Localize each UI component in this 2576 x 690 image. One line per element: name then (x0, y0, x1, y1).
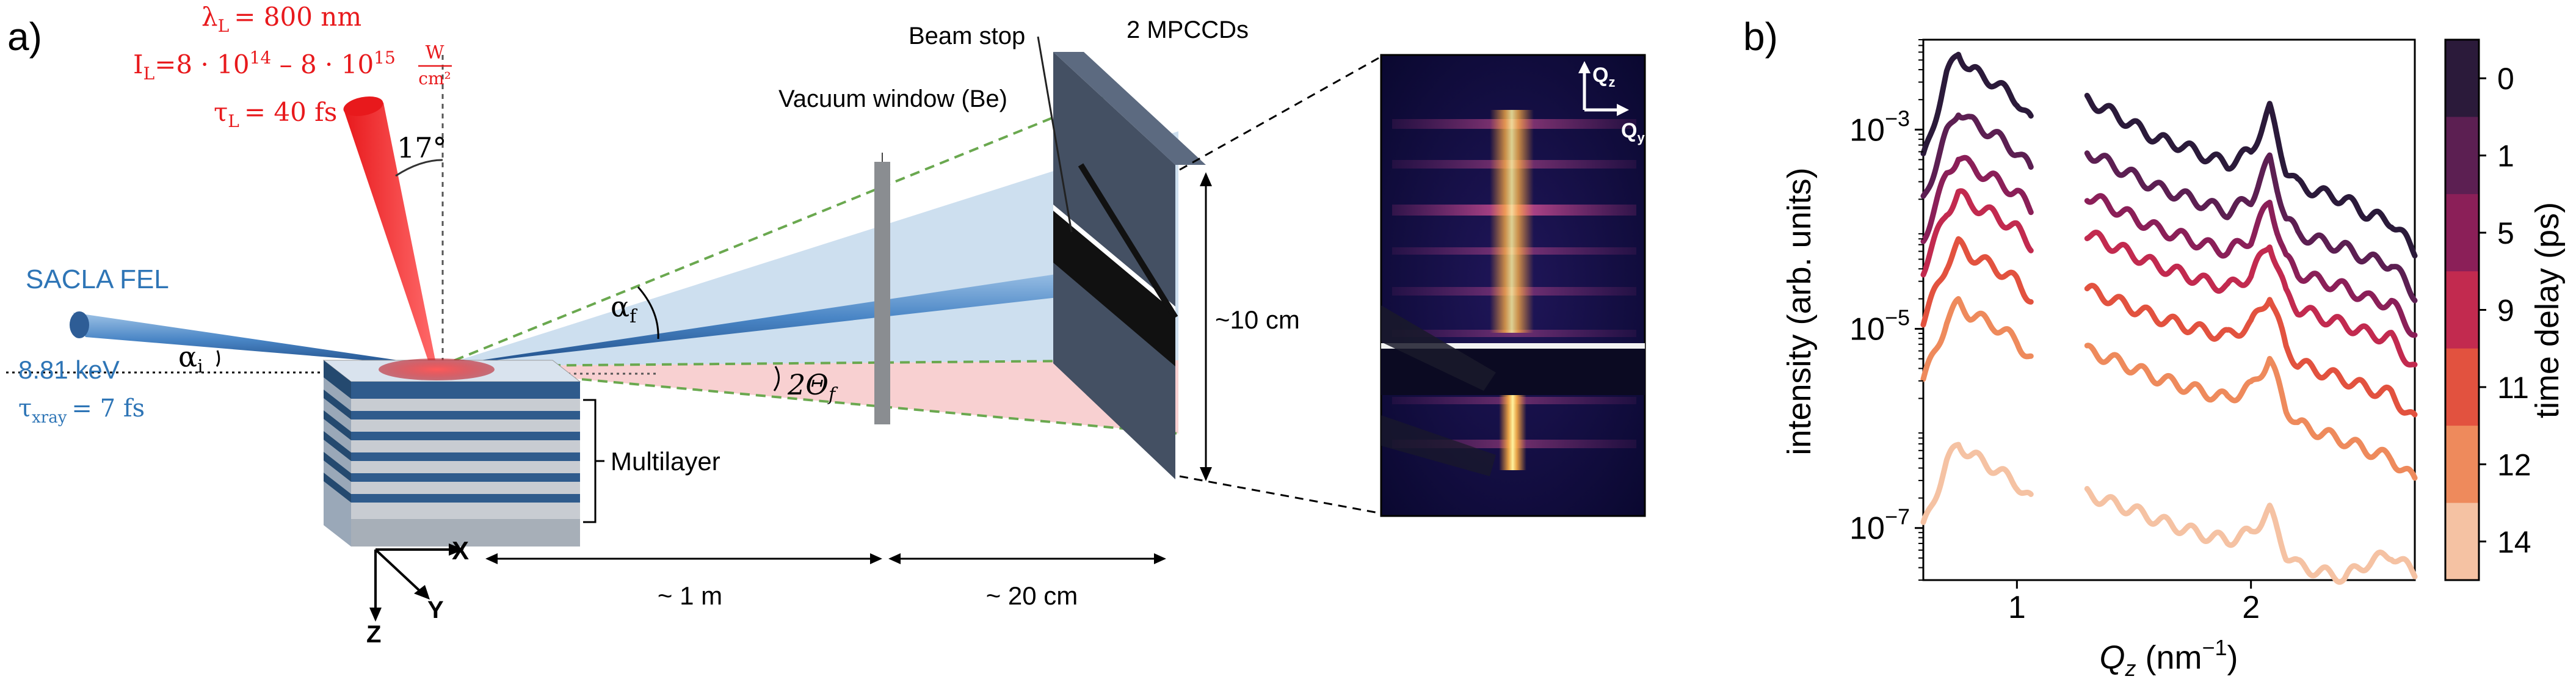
zoom-line-bottom (1179, 475, 1379, 514)
series-line-11-low (1920, 236, 2034, 328)
two-theta-arc (773, 366, 780, 391)
angle-17-arc (395, 159, 443, 177)
mpccd-detectors (1053, 52, 1206, 479)
axis-x-label: X (452, 536, 469, 565)
y-ticks: 10−3 10−5 10−7 (1849, 39, 1923, 581)
colorbar-swatch-0 (2445, 40, 2479, 117)
fel-name: SACLA FEL (26, 264, 169, 294)
multilayer-bracket (583, 399, 604, 523)
inset-qz-label: Qz (1592, 64, 1615, 90)
detector-image-inset: Qz Qy (1380, 54, 1646, 517)
axis-z-label: Z (366, 621, 381, 648)
fel-beam (70, 311, 440, 366)
series-line-12-high (2084, 343, 2418, 481)
y-tick-label: 10−7 (1849, 504, 1910, 547)
series-layer (1920, 51, 2418, 585)
vacuum-window (874, 162, 890, 424)
laser-parameters: λL = 800 nm IL=8 · 1014 – 8 · 1015 W cm² … (133, 2, 452, 131)
laser-intensity: IL=8 · 1014 – 8 · 1015 (133, 48, 396, 84)
colorbar-tick-label: 11 (2497, 371, 2529, 405)
panel-a-label: a) (7, 15, 42, 59)
series-line-5-low (1920, 154, 2034, 244)
plot-frame (1922, 38, 2416, 581)
panel-b-label: b) (1743, 15, 1778, 59)
laser-wavelength: λL = 800 nm (201, 2, 361, 36)
series-line-0-high (2084, 93, 2418, 259)
axis-y-label: Y (427, 597, 444, 623)
colorbar-tick-label: 1 (2497, 139, 2514, 173)
colorbar-tick-label: 0 (2497, 62, 2514, 96)
beam-stop-leader (1037, 36, 1073, 233)
time-delay-colorbar: 0 1 5 9 11 12 14 (2444, 38, 2531, 581)
colorbar-tick-label: 5 (2497, 216, 2514, 250)
multilayer-label: Multilayer (611, 447, 720, 476)
detector-label: 2 MPCCDs (1127, 16, 1249, 43)
y-tick-label: 10−5 (1849, 305, 1910, 347)
colorbar-tick-label: 9 (2497, 294, 2514, 328)
series-line-1-low (1920, 112, 2034, 199)
series-line-9-low (1920, 188, 2034, 278)
distance-arrows (485, 553, 1166, 564)
panel-a: a) λL = 800 nm IL=8 · 1014 – 8 · 1015 W c… (6, 2, 1646, 648)
series-line-1-high (2084, 150, 2418, 303)
y-tick-label: 10−3 (1849, 106, 1910, 148)
coordinate-axes (369, 543, 464, 622)
y-axis-label: intensity (arb. units) (1781, 167, 1818, 455)
distance-2-label: ~ 20 cm (986, 581, 1078, 610)
colorbar-swatch-14 (2445, 503, 2479, 581)
fel-energy: 8.81 keV (18, 355, 120, 384)
inset-qy-label: Qy (1621, 119, 1645, 145)
fel-pulse-duration: τxray = 7 fs (18, 394, 145, 427)
alpha-i-label: αi (178, 340, 203, 377)
optical-laser-beam (343, 96, 437, 368)
series-line-0-low (1920, 51, 2034, 157)
colorbar-tick-label: 12 (2497, 448, 2531, 482)
alpha-f-label: αf (611, 290, 637, 327)
laser-unit-numerator: W (426, 42, 444, 64)
x-axis-label: Qz (nm−1) (2099, 635, 2238, 681)
colorbar-swatch-11 (2445, 348, 2479, 426)
series-line-5-high (2084, 193, 2418, 338)
colorbar-label: time delay (ps) (2529, 202, 2566, 418)
transmitted-scattering-cone (440, 360, 1178, 434)
laser-unit-denominator: cm² (418, 68, 451, 89)
beam-stop-label: Beam stop (909, 23, 1025, 49)
colorbar-swatch-1 (2445, 117, 2479, 195)
colorbar-swatch-9 (2445, 271, 2479, 349)
colorbar-swatch-12 (2445, 426, 2479, 504)
series-line-14-high (2084, 485, 2418, 585)
distance-1-label: ~ 1 m (658, 581, 722, 610)
series-line-14-low (1920, 441, 2034, 525)
colorbar-frame (2444, 38, 2480, 581)
colorbar-swatch-5 (2445, 194, 2479, 272)
multilayer-sample (322, 358, 581, 547)
laser-pulse-duration: τL = 40 fs (214, 97, 337, 131)
x-tick-label: 1 (2008, 590, 2026, 625)
series-line-12-low (1920, 296, 2034, 382)
series-line-11-high (2084, 283, 2418, 418)
detector-size-arrow (1200, 172, 1212, 481)
detector-size-label: ~10 cm (1215, 305, 1300, 334)
series-line-9-high (2084, 230, 2418, 368)
reflected-scattering-cone (440, 131, 1178, 366)
alpha-f-arc (637, 286, 659, 340)
x-tick-label: 2 (2242, 590, 2260, 625)
vacuum-window-label: Vacuum window (Be) (778, 85, 1007, 112)
angle-17-label: 17° (397, 131, 447, 164)
zoom-line-top (1179, 57, 1379, 171)
colorbar-tick-label: 14 (2497, 525, 2531, 559)
alpha-i-arc (216, 350, 220, 367)
